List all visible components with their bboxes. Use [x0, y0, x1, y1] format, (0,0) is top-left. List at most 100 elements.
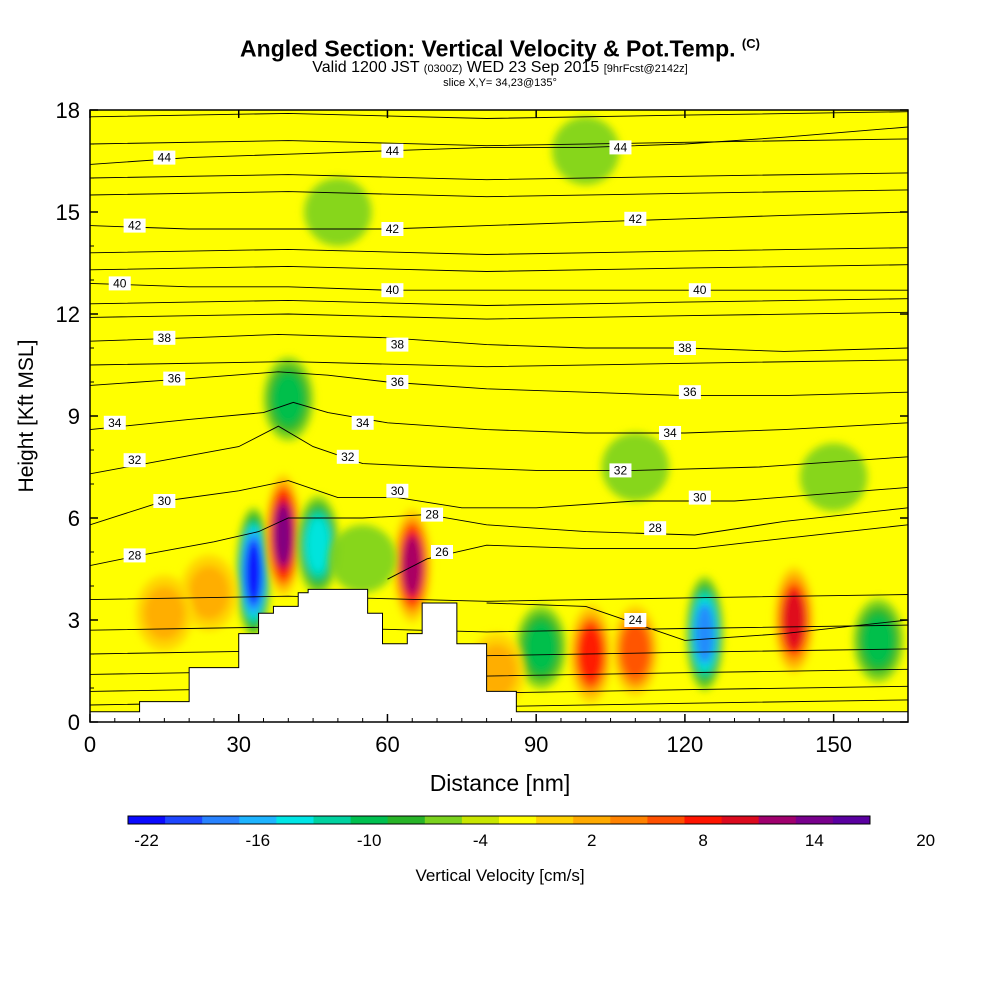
colorbar-swatch [795, 816, 834, 824]
colorbar-tick-label: 20 [916, 831, 935, 850]
velocity-cell [393, 508, 431, 623]
isentrope-labels: 24 26 28 28 28 30 30 30 32 32 32 34 34 34 36 36 36 38 38 38… [103, 140, 711, 627]
isentrope-label: 38 [678, 341, 692, 355]
chart-title: Angled Section: Vertical Velocity & Pot.… [0, 37, 1000, 61]
colorbar-tick-label: 2 [587, 831, 596, 850]
velocity-cell [793, 215, 875, 277]
isentrope-label-box [381, 143, 404, 158]
isentrope-label: 36 [391, 375, 405, 389]
colorbar-swatch [758, 816, 797, 824]
isentrope-line [90, 189, 908, 198]
x-tick-label: 60 [375, 732, 399, 757]
isentrope-label-box [386, 375, 409, 389]
isentrope-label: 34 [108, 416, 122, 430]
isentrope-line [90, 282, 908, 291]
isentrope-label: 36 [683, 385, 697, 399]
isentrope-label: 42 [629, 212, 643, 226]
x-tick-label: 120 [667, 732, 704, 757]
isentrope-label: 32 [614, 463, 628, 477]
isentrope-label-box [688, 490, 711, 505]
colorbar-tick-label: -22 [134, 831, 159, 850]
chart-title-text: Angled Section: Vertical Velocity & Pot.… [240, 35, 736, 62]
isentrope-label: 32 [341, 450, 355, 464]
isentrope-label: 44 [386, 144, 400, 158]
isentrope-label-box [108, 276, 131, 291]
isentrope-label-box [678, 385, 701, 400]
isentrope-label: 40 [386, 283, 400, 297]
velocity-cell-band [188, 565, 230, 620]
isentrope-label: 30 [391, 484, 405, 498]
isentrope-label-box [659, 426, 682, 440]
velocity-cell [328, 524, 397, 593]
chart-subtitle: Valid 1200 JST (0300Z) WED 23 Sep 2015 [… [0, 60, 1000, 76]
colorbar-swatch [239, 816, 277, 824]
isentrope-label: 30 [693, 491, 707, 505]
velocity-cell-band [621, 622, 650, 679]
isentrope-line [90, 211, 908, 230]
colorbar-swatch [536, 816, 574, 824]
velocity-cell-band [306, 517, 331, 574]
isentrope-line [90, 359, 908, 368]
colorbar-tick-label: -10 [357, 831, 382, 850]
isentrope-label-box [103, 415, 126, 430]
velocity-cell [774, 566, 814, 674]
isentrope-line [90, 138, 908, 147]
terrain-mask [90, 588, 908, 722]
y-tick-label: 12 [56, 302, 80, 327]
chart-title-suffix: (C) [741, 36, 760, 51]
isentrope-label: 44 [158, 151, 172, 165]
colorbar-swatch [276, 816, 314, 824]
velocity-cell [853, 598, 904, 683]
isentrope-label-box [644, 521, 667, 536]
subtitle-forecast: [9hrFcst@2142z] [603, 63, 688, 75]
x-tick-label: 0 [84, 732, 96, 757]
isentrope-label-box [609, 140, 632, 155]
isentrope-label: 42 [128, 219, 142, 233]
velocity-cell-band [551, 116, 620, 185]
isentrope-label-box [123, 453, 146, 468]
subtitle-valid: Valid 1200 JST [312, 59, 420, 76]
colorbar-tick-label: -16 [246, 831, 271, 850]
isentrope-line [90, 333, 908, 352]
isentrope-line [90, 247, 908, 255]
isentrope-label-box [688, 283, 711, 298]
velocity-cell-band [148, 164, 230, 226]
velocity-cell [297, 495, 340, 595]
x-tick-label: 30 [226, 732, 250, 757]
isentrope-label-box [123, 218, 146, 233]
colorbar-label: Vertical Velocity [cm/s] [415, 866, 584, 885]
isentrope-label: 24 [629, 613, 643, 627]
colorbar-swatch [573, 816, 611, 824]
x-tick-label: 90 [524, 732, 548, 757]
isentrope-label: 34 [663, 426, 677, 440]
colorbar-swatch [721, 816, 760, 824]
velocity-cell-band [862, 614, 894, 666]
velocity-cell-band [601, 432, 670, 502]
isentrope-label: 30 [158, 494, 172, 508]
colorbar-swatch [832, 816, 871, 824]
velocity-cell [686, 576, 724, 691]
isentrope-label: 28 [128, 548, 142, 562]
velocity-field [90, 110, 908, 722]
colorbar-tick-label: 8 [698, 831, 707, 850]
velocity-cell-band [402, 535, 423, 597]
velocity-cell [304, 177, 372, 247]
isentrope-label: 42 [386, 222, 400, 236]
y-tick-label: 0 [68, 710, 80, 735]
isentrope-label-box [351, 415, 374, 430]
y-axis-label: Height [Kft MSL] [15, 340, 38, 493]
velocity-cell-band [144, 586, 185, 641]
isentrope-line [90, 507, 908, 567]
y-tick-label: 18 [56, 98, 80, 123]
isentrope-line [90, 298, 908, 306]
isentrope-label: 44 [614, 140, 628, 154]
isentrope-line [90, 425, 908, 475]
isentrope-label-box [123, 548, 146, 563]
isentrope-line [486, 602, 908, 641]
velocity-cell [236, 507, 271, 638]
isentrope-label-box [153, 330, 176, 345]
colorbar-swatch [202, 816, 240, 824]
isentrope-label-box [381, 283, 404, 298]
